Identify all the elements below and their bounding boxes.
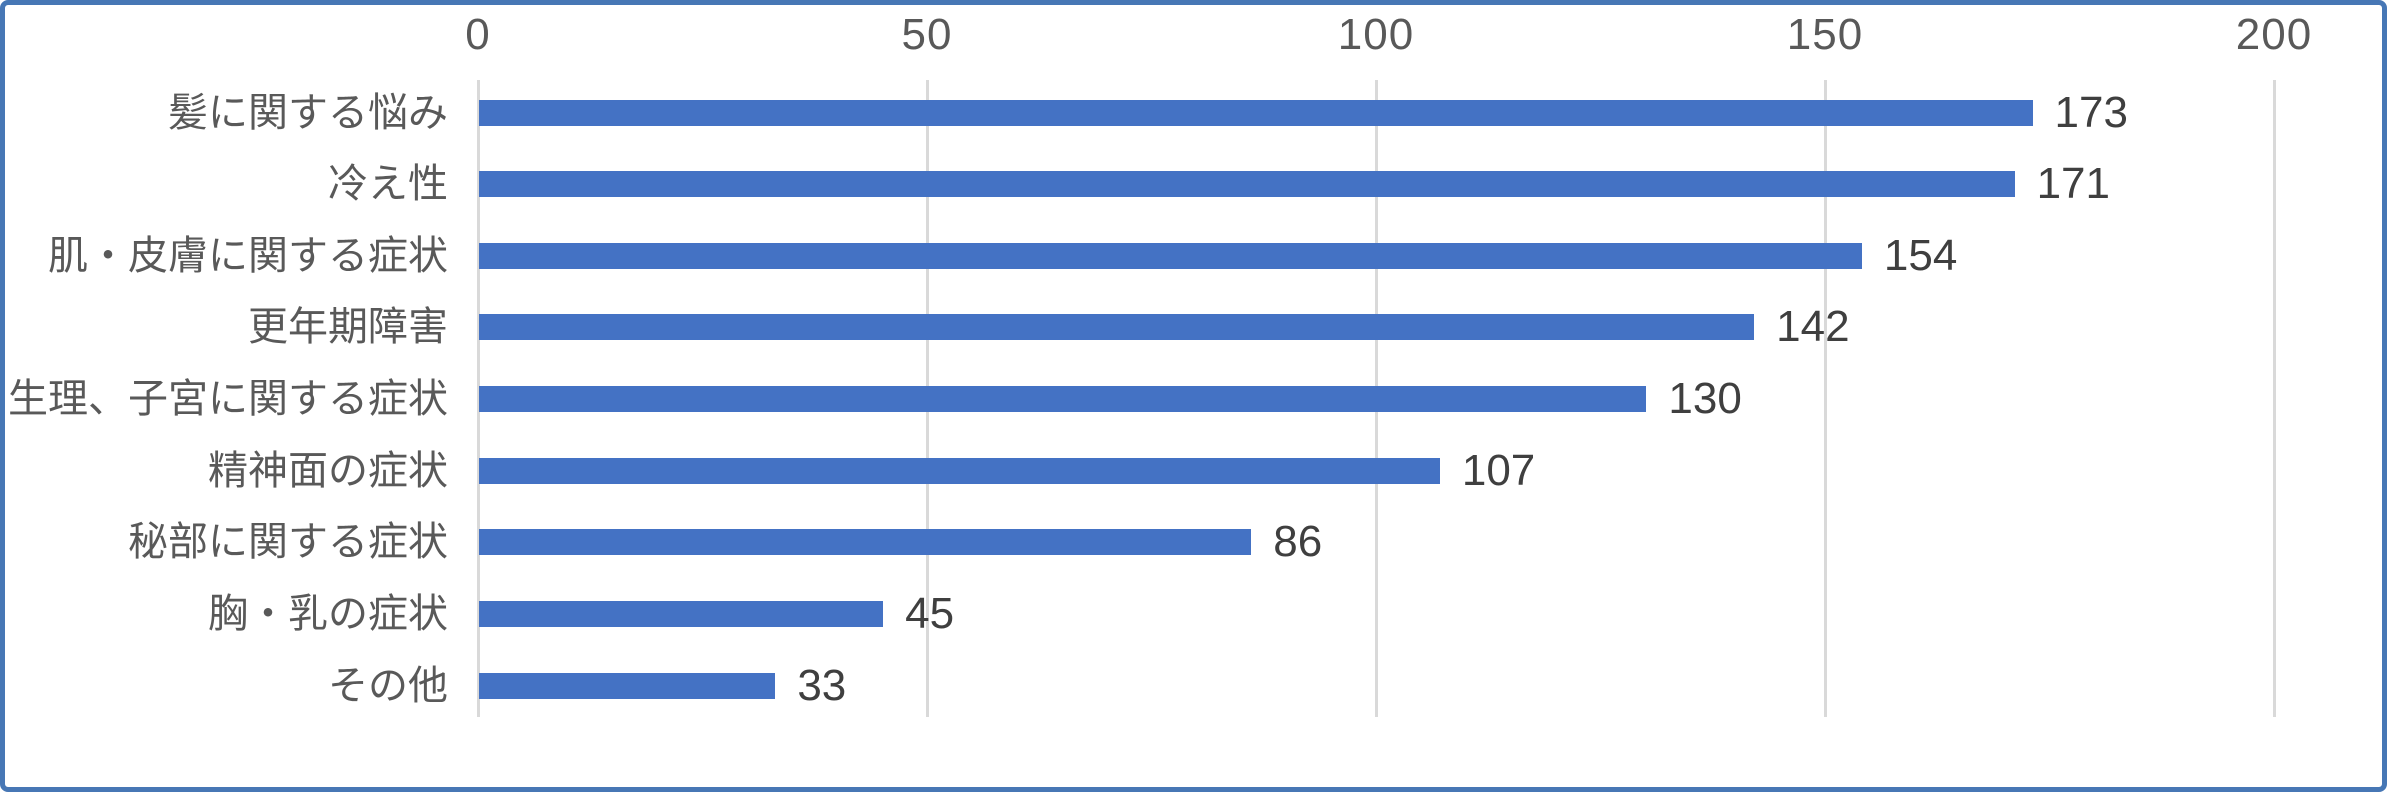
bar — [479, 314, 1755, 341]
bar — [479, 672, 776, 699]
x-gridline — [476, 80, 480, 717]
value-label: 173 — [2054, 87, 2128, 137]
category-label: 髪に関する悩み — [168, 90, 448, 135]
value-label: 45 — [905, 588, 955, 638]
x-axis-tick-label: 100 — [1337, 10, 1415, 59]
value-label: 33 — [797, 660, 847, 710]
bar — [479, 99, 2033, 126]
plot-area: 0 50 100 150 200 髪に関する悩み 173 冷え性 171 肌・皮膚に関する症状 15… — [5, 5, 2382, 787]
x-axis-tick-label: 0 — [465, 10, 491, 59]
bar — [479, 457, 1440, 484]
value-label: 154 — [1883, 230, 1958, 280]
category-label: 冷え性 — [328, 162, 448, 207]
bar — [479, 171, 2015, 198]
x-axis-tick-label: 50 — [901, 10, 953, 59]
category-label: 秘部に関する症状 — [128, 520, 448, 565]
category-label: 生理、子宮に関する症状 — [8, 377, 448, 421]
value-label: 86 — [1273, 517, 1323, 567]
bar — [479, 386, 1647, 412]
value-label: 107 — [1461, 445, 1536, 495]
category-label: 更年期障害 — [248, 305, 448, 350]
bar — [479, 600, 884, 627]
value-label: 171 — [2036, 159, 2110, 209]
x-gridline — [2272, 80, 2276, 717]
value-label: 130 — [1668, 374, 1742, 423]
category-label: その他 — [328, 663, 448, 708]
x-axis-tick-label: 150 — [1786, 10, 1864, 59]
category-label: 胸・乳の症状 — [208, 591, 448, 636]
x-axis-tick-label: 200 — [2235, 10, 2313, 59]
category-label: 肌・皮膚に関する症状 — [48, 233, 448, 278]
x-gridline — [1823, 80, 1827, 717]
value-label: 142 — [1776, 302, 1850, 352]
bar — [479, 529, 1252, 556]
category-label: 精神面の症状 — [208, 448, 448, 493]
bar — [479, 242, 1862, 269]
